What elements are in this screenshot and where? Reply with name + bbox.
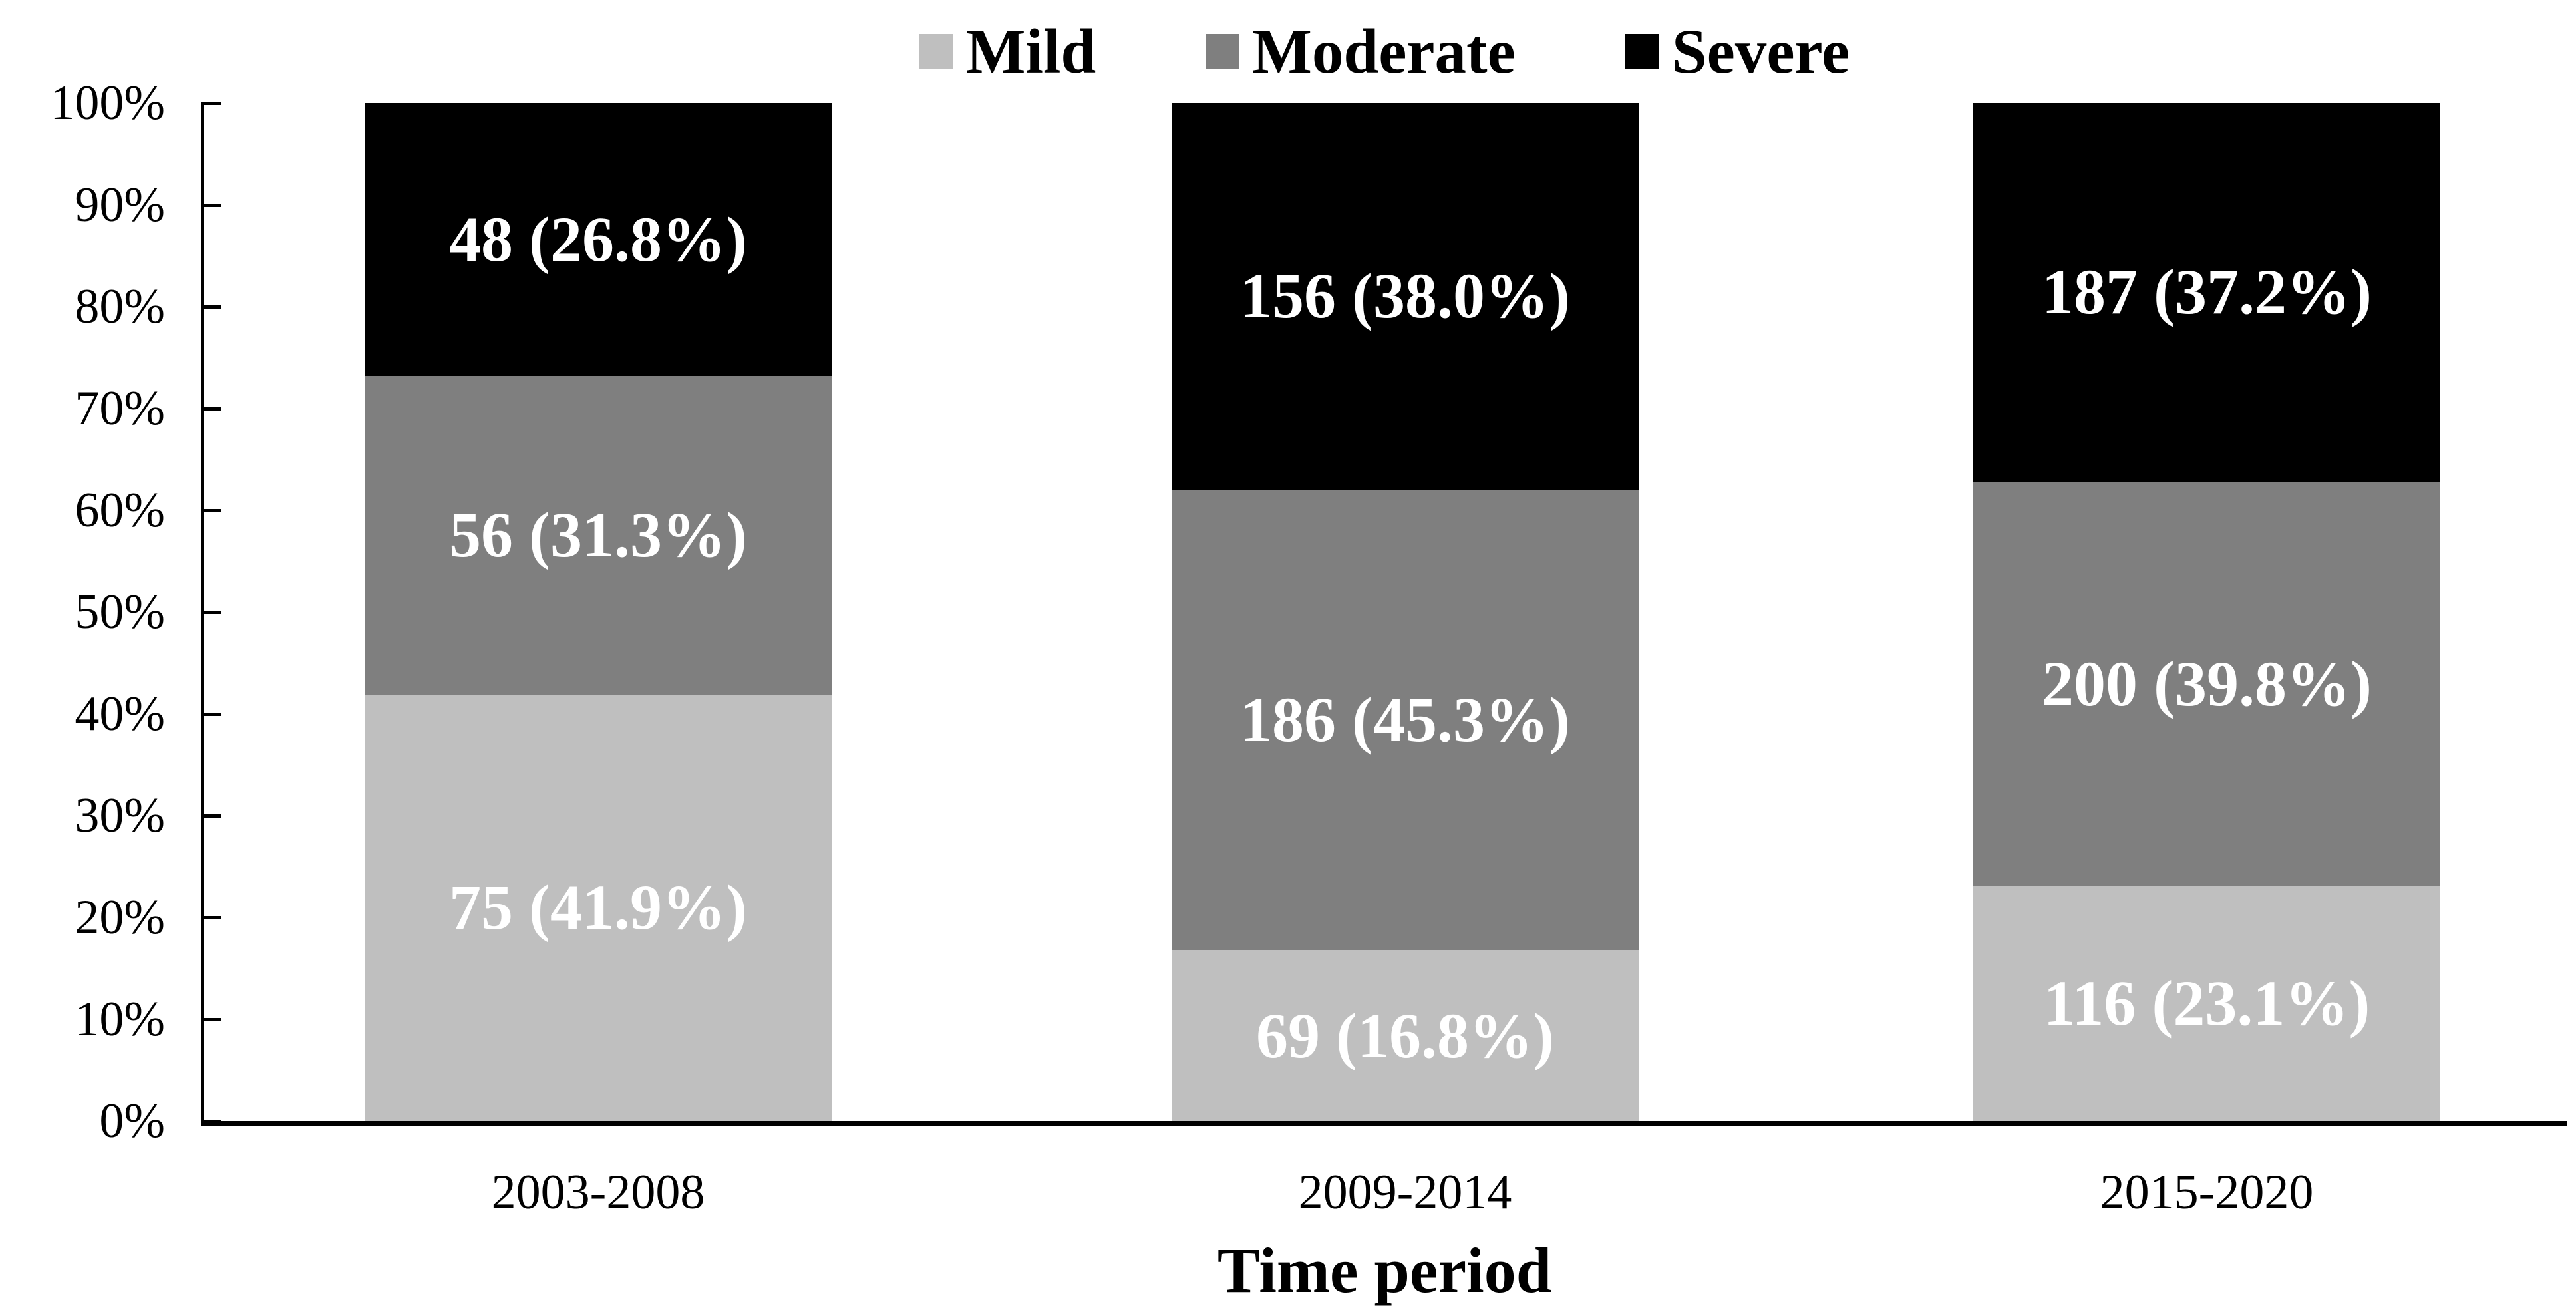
y-axis-tick	[201, 611, 221, 614]
chart-legend: Mild Moderate Severe	[201, 15, 2568, 88]
plot-area: 48 (26.8%) 56 (31.3%) 75 (41.9%) 156 (38.0%…	[201, 102, 2567, 1126]
y-axis-tick	[201, 814, 221, 818]
x-category-label: 2015-2020	[2100, 1165, 2314, 1220]
bar-column-2009-2014: 156 (38.0%) 186 (45.3%) 69 (16.8%)	[1172, 103, 1639, 1121]
y-axis-line	[201, 103, 204, 1126]
y-axis-tick	[201, 1018, 221, 1021]
bar-value-label: 75 (41.9%)	[449, 872, 747, 943]
bar-column-2003-2008: 48 (26.8%) 56 (31.3%) 75 (41.9%)	[365, 103, 832, 1121]
legend-item-mild: Mild	[919, 15, 1096, 86]
y-axis-tick	[201, 204, 221, 207]
bar-segment-severe: 156 (38.0%)	[1172, 103, 1639, 490]
bar-value-label: 69 (16.8%)	[1256, 999, 1554, 1071]
x-category-label: 2009-2014	[1298, 1165, 1512, 1220]
x-category-label: 2003-2008	[491, 1165, 705, 1220]
y-axis-tick	[201, 102, 221, 105]
bar-value-label: 186 (45.3%)	[1240, 684, 1570, 755]
y-tick-label: 20%	[75, 890, 165, 945]
legend-swatch-icon	[1206, 34, 1239, 69]
y-tick-label: 50%	[75, 585, 165, 639]
y-tick-label: 60%	[75, 483, 165, 538]
legend-label: Moderate	[1252, 15, 1516, 86]
y-axis-tick	[201, 407, 221, 411]
y-axis-tick	[201, 713, 221, 716]
legend-item-severe: Severe	[1625, 15, 1850, 86]
bar-value-label: 48 (26.8%)	[449, 204, 747, 275]
bar-segment-moderate: 56 (31.3%)	[365, 376, 832, 695]
bar-column-2015-2020: 187 (37.2%) 200 (39.8%) 116 (23.1%)	[1973, 103, 2440, 1121]
y-tick-label: 10%	[75, 992, 165, 1047]
bar-value-label: 187 (37.2%)	[2042, 256, 2372, 328]
y-tick-label: 0%	[99, 1094, 165, 1148]
bar-segment-mild: 69 (16.8%)	[1172, 950, 1639, 1121]
y-tick-label: 70%	[75, 381, 165, 436]
bar-value-label: 56 (31.3%)	[449, 499, 747, 571]
y-axis-tick	[201, 509, 221, 512]
bar-segment-moderate: 200 (39.8%)	[1973, 481, 2440, 886]
bar-value-label: 200 (39.8%)	[2042, 647, 2372, 719]
bar-segment-severe: 48 (26.8%)	[365, 103, 832, 377]
y-tick-label: 40%	[75, 687, 165, 741]
y-tick-label: 90%	[75, 178, 165, 232]
x-axis-title: Time period	[1217, 1235, 1552, 1306]
legend-label: Severe	[1671, 15, 1850, 86]
bar-segment-mild: 116 (23.1%)	[1973, 886, 2440, 1121]
y-tick-label: 100%	[50, 76, 165, 130]
legend-swatch-icon	[1625, 34, 1659, 69]
x-axis-line	[201, 1121, 2567, 1126]
legend-item-moderate: Moderate	[1206, 15, 1516, 86]
legend-swatch-icon	[919, 34, 953, 69]
y-tick-label: 30%	[75, 788, 165, 843]
bar-segment-severe: 187 (37.2%)	[1973, 103, 2440, 482]
y-axis-tick	[201, 305, 221, 309]
y-axis-tick	[201, 916, 221, 919]
bar-value-label: 156 (38.0%)	[1240, 260, 1570, 332]
y-tick-label: 80%	[75, 279, 165, 334]
legend-label: Mild	[965, 15, 1096, 86]
bar-segment-moderate: 186 (45.3%)	[1172, 489, 1639, 951]
bar-value-label: 116 (23.1%)	[2043, 967, 2370, 1039]
bar-segment-mild: 75 (41.9%)	[365, 694, 832, 1121]
